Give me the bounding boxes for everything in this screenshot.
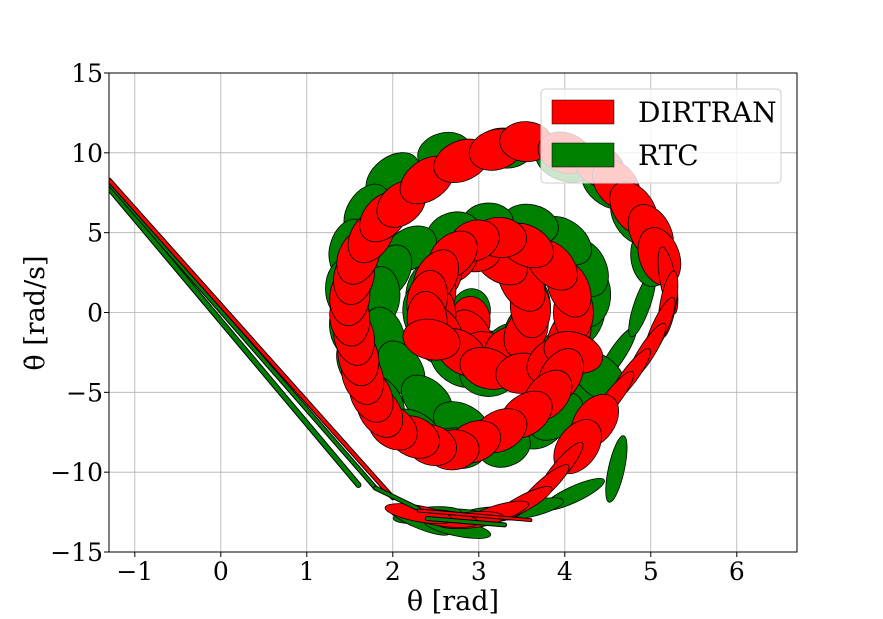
ellipse-marker [402,318,461,361]
x-tick-label: −1 [116,557,153,586]
plot-frame [108,72,798,553]
x-tick-label: 6 [729,557,745,586]
x-tick-label: 0 [213,557,229,586]
x-tick-label: 4 [557,557,573,586]
y-tick-label: −5 [66,378,103,407]
tail-streak [109,181,378,490]
x-tick-label: 1 [299,557,315,586]
legend-label-rtc: RTC [638,139,699,172]
series-dirtran [329,121,682,530]
y-tick-label: −10 [50,458,103,487]
y-tick-label: 15 [71,59,103,88]
tail-streak [417,509,532,522]
legend: DIRTRAN RTC [540,88,782,184]
x-tick-label: 3 [471,557,487,586]
trajectory-tails [109,177,533,528]
x-tick-label: 2 [385,557,401,586]
legend-swatch-rtc [551,142,615,168]
tick-marks [104,72,738,557]
y-axis-label: θ̇ [rad/s] [20,255,51,370]
y-tick-label: 5 [87,219,103,248]
legend-label-dirtran: DIRTRAN [638,96,777,129]
legend-swatch-dirtran [551,99,615,125]
ellipse-marker [605,435,628,503]
y-tick-label: 0 [87,299,103,328]
tail-streak [109,178,395,500]
x-axis-label: θ [rad] [407,586,499,617]
tail-streak [374,486,421,511]
y-tick-label: −15 [50,538,103,567]
tail-streak [425,516,507,527]
y-tick-label: 10 [71,139,103,168]
x-tick-label: 5 [643,557,659,586]
tail-streak [109,185,361,487]
